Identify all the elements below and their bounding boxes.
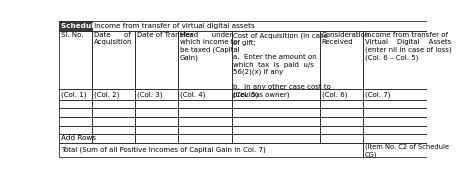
Text: Date of Transfer: Date of Transfer — [137, 32, 193, 38]
Text: Add Rows: Add Rows — [61, 135, 96, 141]
Bar — [320, 134, 363, 143]
Text: Total (Sum of all Positive Incomes of Capital Gain in Col. 7): Total (Sum of all Positive Incomes of Ca… — [62, 147, 266, 153]
Bar — [178, 108, 232, 117]
Bar — [232, 100, 320, 108]
Text: Income from transfer of
Virtual    Digital    Assets
(enter nil in case of loss): Income from transfer of Virtual Digital … — [365, 32, 451, 61]
Bar — [92, 100, 135, 108]
Bar — [135, 125, 178, 134]
Bar — [178, 117, 232, 125]
Bar — [320, 89, 363, 100]
Bar — [363, 117, 427, 125]
Bar — [363, 31, 427, 89]
Bar — [92, 125, 135, 134]
Text: (Col. 1): (Col. 1) — [61, 91, 87, 98]
Text: (Col. 4): (Col. 4) — [180, 91, 206, 98]
Bar — [363, 134, 427, 143]
Text: Date      of
Acquisition: Date of Acquisition — [94, 32, 132, 45]
Bar — [59, 89, 92, 100]
Bar — [59, 100, 92, 108]
Text: (Item No. C2 of Schedule
CG): (Item No. C2 of Schedule CG) — [365, 143, 449, 158]
Bar — [92, 21, 427, 31]
Bar — [320, 31, 363, 89]
Bar — [363, 125, 427, 134]
Text: (Col. 5): (Col. 5) — [234, 91, 259, 98]
Bar — [92, 117, 135, 125]
Bar — [232, 31, 320, 89]
Text: Sl. No.: Sl. No. — [61, 32, 83, 38]
Text: Schedule VDA: Schedule VDA — [62, 23, 118, 29]
Bar — [135, 108, 178, 117]
Bar — [363, 143, 427, 157]
Text: (Col. 7): (Col. 7) — [365, 91, 390, 98]
Bar — [363, 100, 427, 108]
Bar — [232, 89, 320, 100]
Bar — [59, 108, 92, 117]
Bar — [59, 143, 363, 157]
Bar — [178, 100, 232, 108]
Bar — [92, 134, 135, 143]
Bar — [178, 134, 232, 143]
Text: Head      under
which income to
be taxed (Capital
Gain): Head under which income to be taxed (Cap… — [180, 32, 240, 61]
Bar — [59, 31, 92, 89]
Bar — [320, 117, 363, 125]
Bar — [92, 108, 135, 117]
Text: (Col. 3): (Col. 3) — [137, 91, 163, 98]
Bar — [135, 100, 178, 108]
Text: (Col. 2): (Col. 2) — [94, 91, 119, 98]
Bar — [59, 117, 92, 125]
Bar — [135, 117, 178, 125]
Bar — [232, 108, 320, 117]
Text: Consideration
Received: Consideration Received — [322, 32, 370, 45]
Bar — [59, 134, 92, 143]
Bar — [178, 89, 232, 100]
Bar — [59, 125, 92, 134]
Bar — [363, 89, 427, 100]
Bar — [135, 89, 178, 100]
Bar — [320, 108, 363, 117]
Text: (Col. 6): (Col. 6) — [322, 91, 347, 98]
Bar — [320, 125, 363, 134]
Bar — [232, 134, 320, 143]
Bar — [232, 117, 320, 125]
Bar — [232, 125, 320, 134]
Bar — [363, 108, 427, 117]
Bar — [59, 21, 92, 31]
Bar — [135, 134, 178, 143]
Bar — [135, 31, 178, 89]
Bar — [92, 31, 135, 89]
Bar — [320, 100, 363, 108]
Text: Income from transfer of virtual digital assets: Income from transfer of virtual digital … — [94, 23, 255, 29]
Bar — [178, 31, 232, 89]
Text: Cost of Acquisition (In case
of gift;

a.  Enter the amount on
which  tax  is  p: Cost of Acquisition (In case of gift; a.… — [234, 32, 331, 98]
Bar — [178, 125, 232, 134]
Bar — [92, 89, 135, 100]
